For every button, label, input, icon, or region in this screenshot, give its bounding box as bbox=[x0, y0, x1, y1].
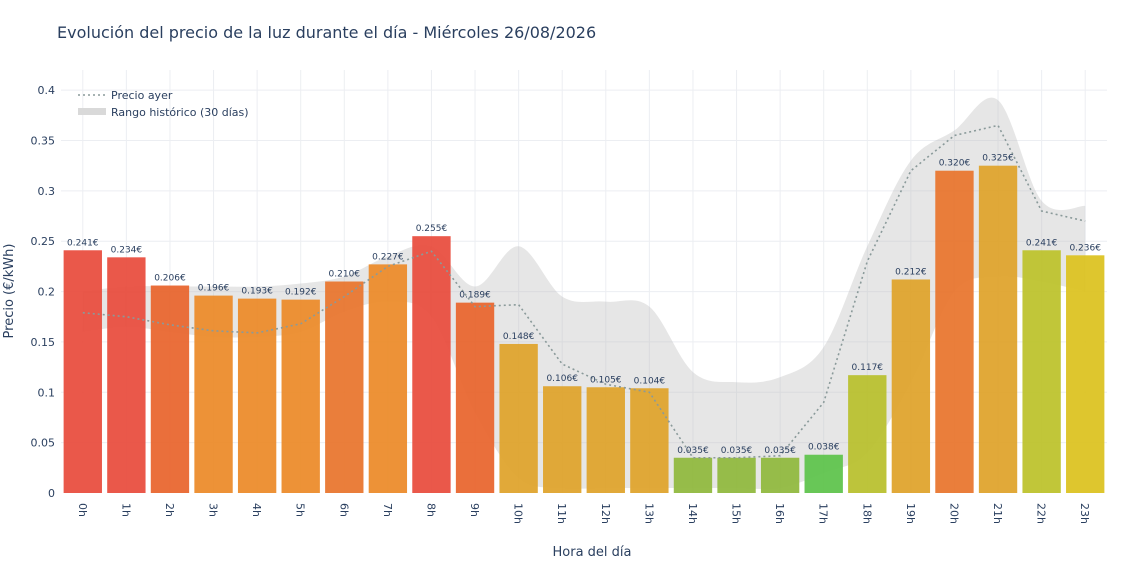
y-tick-1: 0.05 bbox=[31, 437, 56, 450]
bar-13h[interactable] bbox=[630, 388, 669, 493]
bar-label-12h: 0.105€ bbox=[590, 375, 622, 385]
x-tick-19h: 19h bbox=[904, 503, 917, 524]
x-tick-17h: 17h bbox=[817, 503, 830, 524]
x-tick-3h: 3h bbox=[207, 503, 220, 517]
x-tick-5h: 5h bbox=[294, 503, 307, 517]
bar-9h[interactable] bbox=[455, 302, 495, 493]
bar-19h[interactable] bbox=[891, 279, 931, 493]
bar-21h[interactable] bbox=[978, 165, 1018, 493]
x-tick-22h: 22h bbox=[1035, 503, 1048, 524]
x-tick-10h: 10h bbox=[512, 503, 525, 524]
bar-15h[interactable] bbox=[717, 457, 756, 493]
x-tick-11h: 11h bbox=[555, 503, 568, 524]
bar-label-4h: 0.193€ bbox=[241, 287, 273, 297]
bar-11h[interactable] bbox=[543, 386, 582, 493]
bar-label-15h: 0.035€ bbox=[721, 446, 753, 456]
bar-0h[interactable] bbox=[63, 250, 102, 493]
y-tick-7: 0.35 bbox=[31, 135, 56, 148]
bar-label-2h: 0.206€ bbox=[154, 274, 186, 284]
historical-range-band bbox=[82, 97, 1086, 490]
bar-label-17h: 0.038€ bbox=[808, 443, 840, 453]
x-tick-7h: 7h bbox=[381, 503, 394, 517]
bar-label-22h: 0.241€ bbox=[1026, 238, 1058, 248]
bar-6h[interactable] bbox=[325, 281, 364, 494]
bar-3h[interactable] bbox=[194, 295, 233, 493]
bar-labels: 0.241€ 0.234€ 0.206€ 0.196€ 0.193€ 0.192€ 0.21… bbox=[67, 154, 1101, 456]
chart-title: Evolución del precio de la luz durante e… bbox=[57, 23, 596, 42]
x-tick-0h: 0h bbox=[76, 503, 89, 517]
bar-label-5h: 0.192€ bbox=[285, 288, 317, 298]
bar-label-14h: 0.035€ bbox=[677, 446, 709, 456]
bar-1h[interactable] bbox=[107, 257, 146, 493]
bar-label-16h: 0.035€ bbox=[764, 446, 796, 456]
y-tick-5: 0.25 bbox=[31, 235, 56, 248]
bar-label-8h: 0.255€ bbox=[416, 224, 448, 234]
bar-14h[interactable] bbox=[673, 457, 713, 493]
x-tick-14h: 14h bbox=[686, 503, 699, 524]
bar-7h[interactable] bbox=[368, 264, 408, 493]
x-tick-1h: 1h bbox=[119, 503, 132, 517]
y-tick-4: 0.2 bbox=[38, 286, 56, 299]
bar-label-13h: 0.104€ bbox=[634, 376, 666, 386]
x-tick-12h: 12h bbox=[599, 503, 612, 524]
bar-label-3h: 0.196€ bbox=[198, 284, 230, 294]
bar-20h[interactable] bbox=[935, 170, 974, 493]
x-tick-15h: 15h bbox=[730, 503, 743, 524]
bar-5h[interactable] bbox=[281, 299, 320, 493]
bar-10h[interactable] bbox=[499, 343, 538, 493]
y-axis-title: Precio (€/kWh) bbox=[2, 244, 17, 339]
legend-item-rango-historico[interactable]: Rango histórico (30 días) bbox=[111, 106, 249, 119]
bar-label-18h: 0.117€ bbox=[852, 363, 884, 373]
y-tick-8: 0.4 bbox=[38, 84, 56, 97]
bar-18h[interactable] bbox=[848, 375, 887, 493]
bar-label-21h: 0.325€ bbox=[982, 154, 1014, 164]
y-tick-2: 0.1 bbox=[38, 386, 56, 399]
legend-band-symbol bbox=[78, 108, 106, 115]
bar-12h[interactable] bbox=[586, 387, 625, 493]
bar-label-11h: 0.106€ bbox=[546, 374, 578, 384]
bar-label-0h: 0.241€ bbox=[67, 238, 99, 248]
x-axis-ticks: 0h 1h 2h 3h 4h 5h 6h 7h 8h 9h 10h 11h 12h 13h 14h 15h 16… bbox=[76, 503, 1091, 524]
x-tick-20h: 20h bbox=[947, 503, 960, 524]
y-tick-0: 0 bbox=[48, 487, 55, 500]
x-tick-16h: 16h bbox=[773, 503, 786, 524]
bar-label-20h: 0.320€ bbox=[939, 159, 971, 169]
bar-label-6h: 0.210€ bbox=[329, 270, 361, 280]
bar-label-9h: 0.189€ bbox=[459, 291, 491, 301]
y-tick-3: 0.15 bbox=[31, 336, 56, 349]
x-tick-8h: 8h bbox=[424, 503, 437, 517]
bar-17h[interactable] bbox=[804, 454, 843, 493]
bar-4h[interactable] bbox=[237, 298, 277, 493]
x-tick-6h: 6h bbox=[337, 503, 350, 517]
x-tick-18h: 18h bbox=[860, 503, 873, 524]
x-tick-13h: 13h bbox=[642, 503, 655, 524]
x-tick-2h: 2h bbox=[163, 503, 176, 517]
x-tick-21h: 21h bbox=[991, 503, 1004, 524]
legend-item-precio-ayer[interactable]: Precio ayer bbox=[111, 89, 173, 102]
bar-label-10h: 0.148€ bbox=[503, 332, 535, 342]
bar-16h[interactable] bbox=[760, 457, 800, 493]
bar-2h[interactable] bbox=[150, 285, 190, 493]
bar-23h[interactable] bbox=[1066, 255, 1105, 493]
x-tick-23h: 23h bbox=[1078, 503, 1091, 524]
bar-label-23h: 0.236€ bbox=[1069, 243, 1101, 253]
bar-label-7h: 0.227€ bbox=[372, 252, 404, 262]
y-axis-ticks: 0 0.05 0.1 0.15 0.2 0.25 0.3 0.35 0.4 bbox=[31, 84, 56, 500]
bar-22h[interactable] bbox=[1022, 250, 1061, 493]
bars bbox=[63, 165, 1105, 494]
x-tick-4h: 4h bbox=[250, 503, 263, 517]
bar-8h[interactable] bbox=[412, 236, 451, 493]
bar-label-1h: 0.234€ bbox=[111, 245, 143, 255]
historical-range-area bbox=[82, 97, 1086, 490]
y-tick-6: 0.3 bbox=[38, 185, 56, 198]
bar-label-19h: 0.212€ bbox=[895, 267, 927, 277]
x-axis-title: Hora del día bbox=[553, 545, 632, 560]
x-tick-9h: 9h bbox=[468, 503, 481, 517]
legend: Precio ayer Rango histórico (30 días) bbox=[78, 89, 249, 119]
